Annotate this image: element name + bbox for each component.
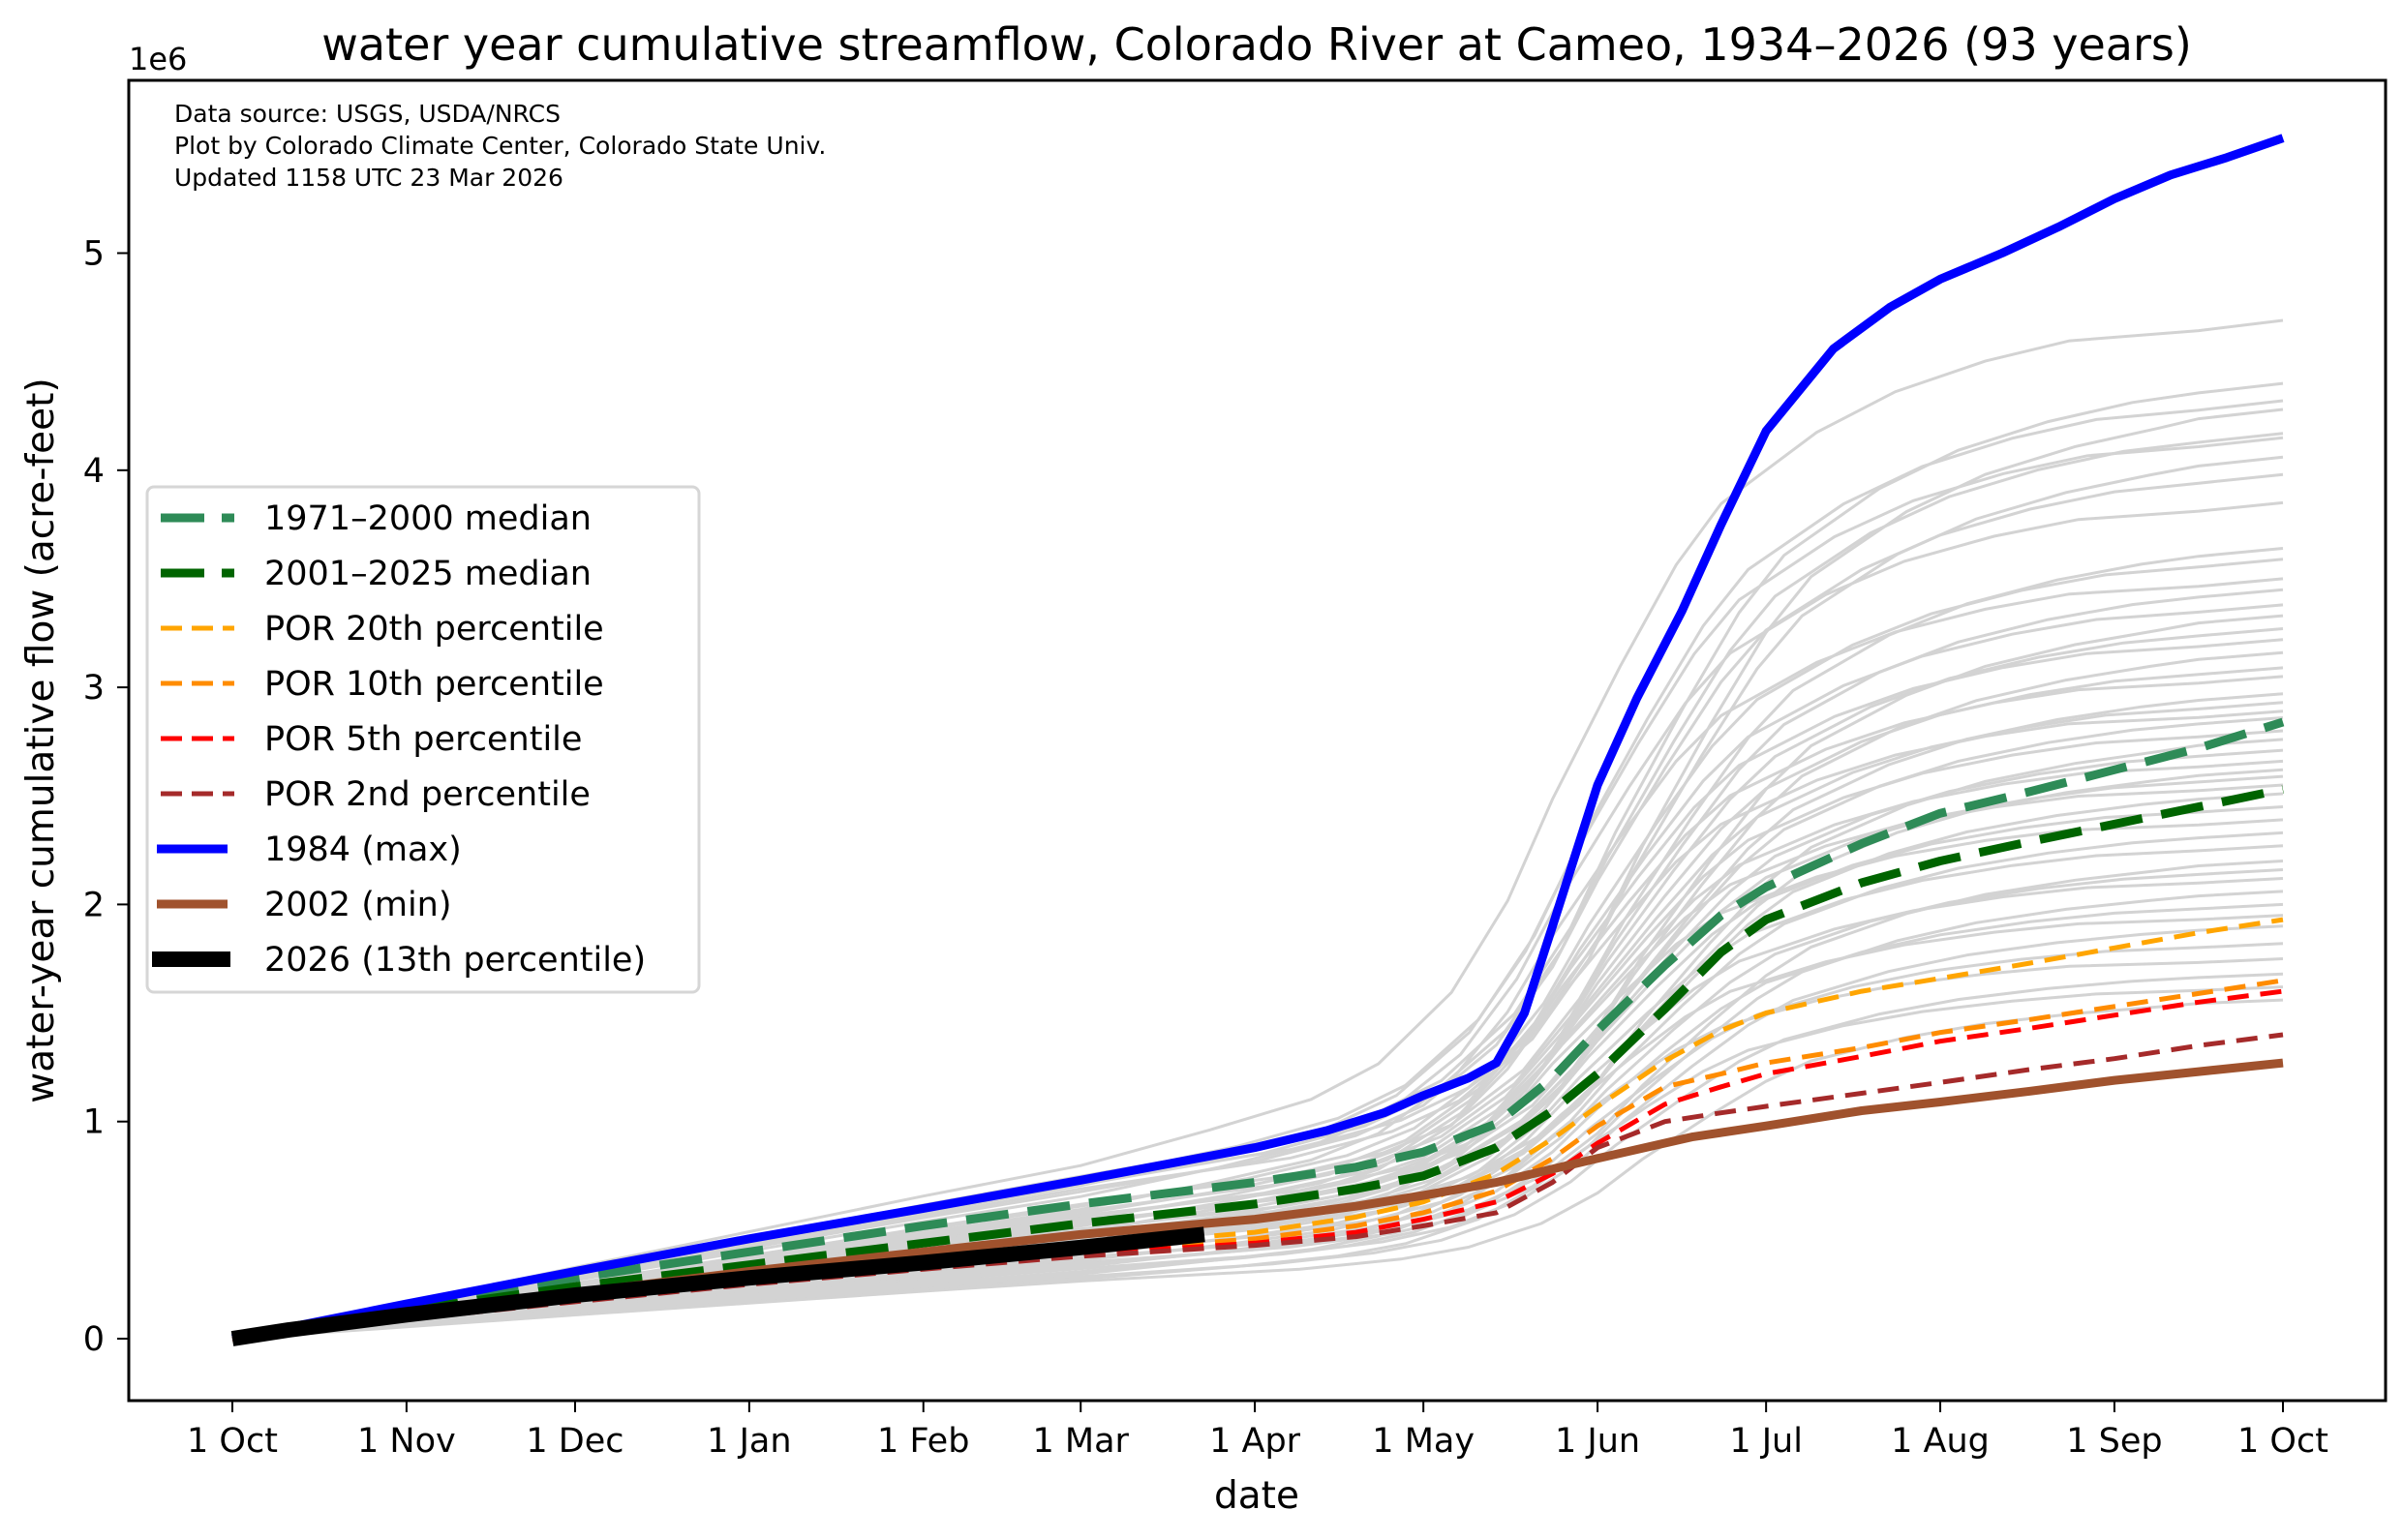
x-axis: 1 Oct 1 Nov 1 Dec 1 Jan 1 Feb 1 Mar 1 Apr 1 May… xyxy=(187,1401,2328,1461)
note-updated: Updated 1158 UTC 23 Mar 2026 xyxy=(174,164,563,192)
legend-label: POR 2nd percentile xyxy=(264,775,591,814)
y-axis-label: water-year cumulative flow (acre-feet) xyxy=(19,377,63,1102)
x-axis-label: date xyxy=(1214,1474,1299,1518)
plot-frame xyxy=(127,78,2388,1403)
y-axis: 0 1 2 3 4 5 xyxy=(83,235,129,1359)
legend-label: POR 10th percentile xyxy=(264,665,604,704)
legend-label: 1971–2000 median xyxy=(264,499,592,538)
x-tick-label: 1 Dec xyxy=(526,1422,624,1461)
legend-label: POR 5th percentile xyxy=(264,720,582,759)
note-data-source: Data source: USGS, USDA/NRCS xyxy=(174,100,561,128)
x-tick-label: 1 Nov xyxy=(357,1422,456,1461)
y-tick-label: 2 xyxy=(83,886,105,924)
y-tick-label: 5 xyxy=(83,235,105,274)
series-line-2026-13th-percentile xyxy=(230,1226,1205,1346)
background-year-line xyxy=(231,972,2284,1341)
x-tick-label: 1 Aug xyxy=(1891,1422,1990,1461)
background-year-line xyxy=(231,436,2284,1341)
y-tick-label: 4 xyxy=(83,452,105,491)
series-lines xyxy=(230,134,2285,1346)
series-line-1971-2000-median xyxy=(231,717,2285,1344)
x-tick-label: 1 Jul xyxy=(1729,1422,1803,1461)
y-tick-label: 0 xyxy=(83,1320,105,1359)
x-tick-label: 1 Mar xyxy=(1032,1422,1129,1461)
background-year-line xyxy=(231,877,2284,1341)
series-line-2001-2025-median xyxy=(231,785,2284,1344)
x-tick-label: 1 Jan xyxy=(707,1422,791,1461)
x-tick-label: 1 Oct xyxy=(187,1422,278,1461)
x-tick-label: 1 Apr xyxy=(1209,1422,1301,1461)
note-plot-by: Plot by Colorado Climate Center, Colorad… xyxy=(174,132,826,160)
background-year-line xyxy=(231,558,2284,1341)
legend-label: 2001–2025 median xyxy=(264,555,592,593)
background-year-line xyxy=(231,455,2284,1341)
y-offset-label: 1e6 xyxy=(129,41,187,77)
legend-label: 2026 (13th percentile) xyxy=(264,941,646,980)
source-notes: Data source: USGS, USDA/NRCS Plot by Col… xyxy=(174,100,826,192)
x-tick-label: 1 Sep xyxy=(2066,1422,2162,1461)
x-tick-label: 1 May xyxy=(1372,1422,1475,1461)
x-tick-label: 1 Jun xyxy=(1555,1422,1640,1461)
legend-frame xyxy=(145,485,701,994)
series-line-1984-max xyxy=(231,134,2285,1344)
x-tick-label: 1 Feb xyxy=(877,1422,969,1461)
legend-label: 2002 (min) xyxy=(264,886,452,924)
chart-title: water year cumulative streamflow, Colora… xyxy=(321,18,2192,71)
y-tick-label: 1 xyxy=(83,1103,105,1142)
x-tick-label: 1 Oct xyxy=(2237,1422,2328,1461)
background-year-line xyxy=(231,472,2284,1341)
y-tick-label: 3 xyxy=(83,669,105,708)
legend-label: POR 20th percentile xyxy=(264,610,604,649)
legend: 1971–2000 median 2001–2025 median POR 20th… xyxy=(145,485,701,994)
background-year-line xyxy=(231,318,2284,1341)
background-year-line xyxy=(231,985,2284,1341)
background-year-lines xyxy=(231,318,2284,1341)
legend-label: 1984 (max) xyxy=(264,830,462,869)
